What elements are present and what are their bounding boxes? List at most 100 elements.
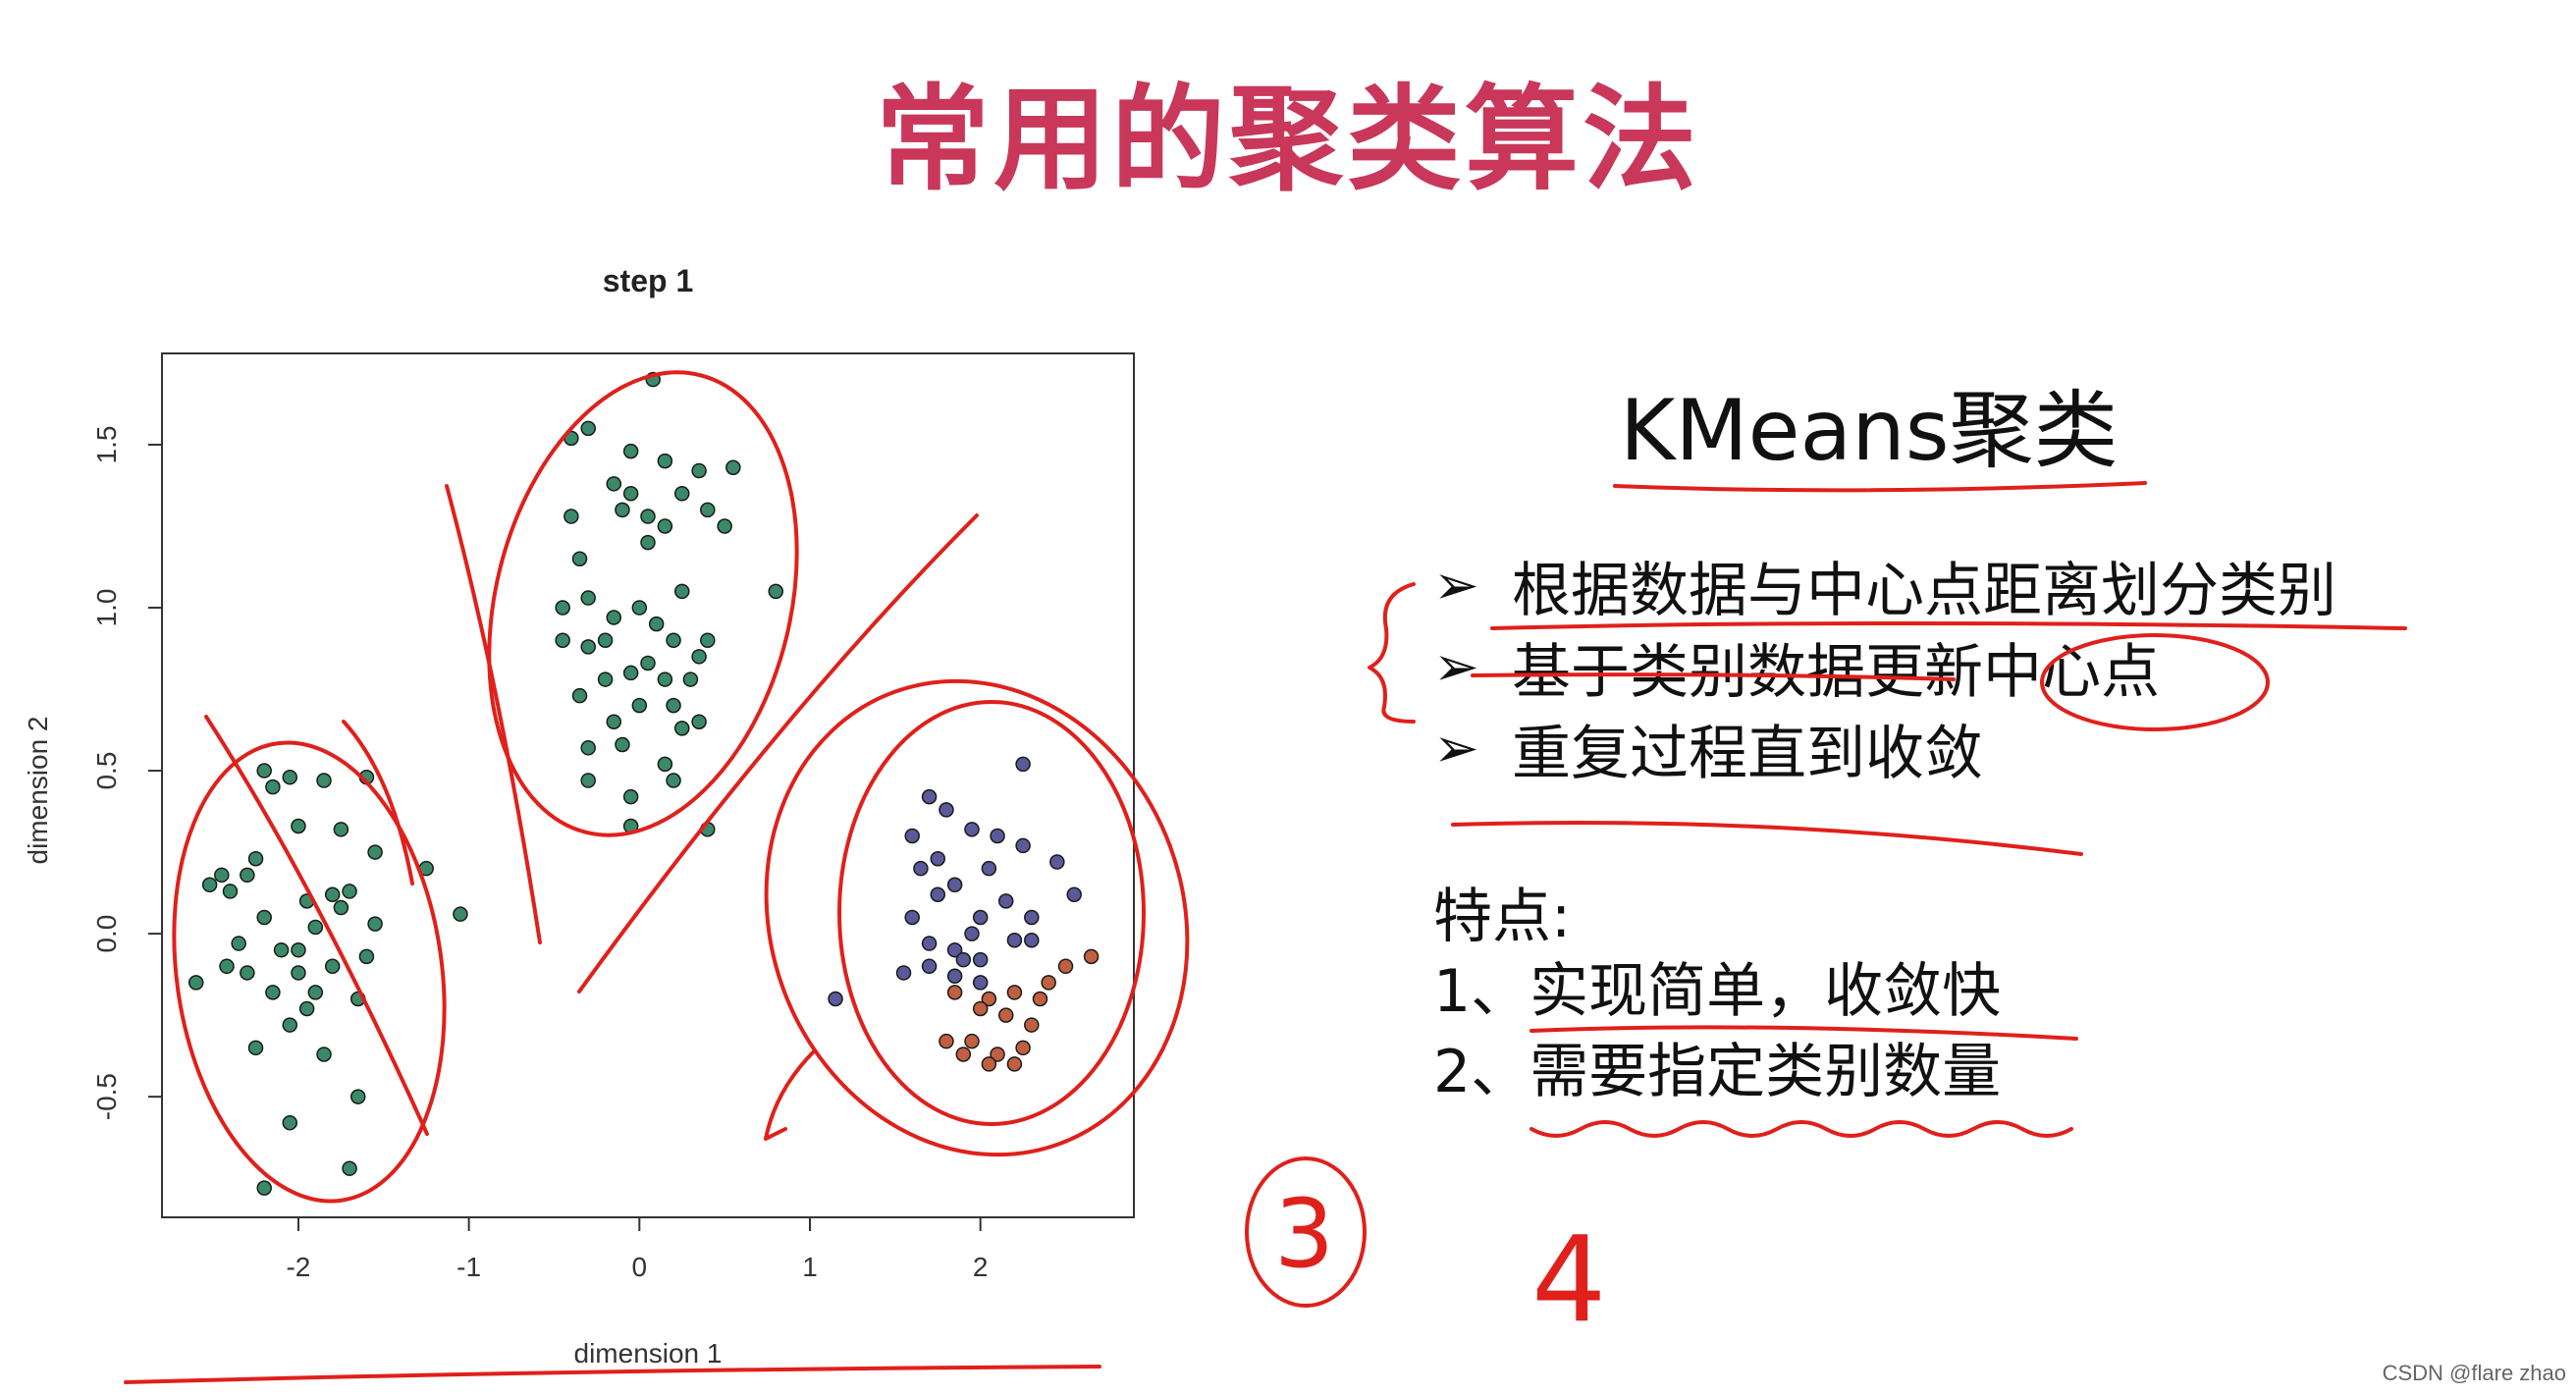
data-point	[904, 828, 920, 844]
bullet-text: 重复过程直到收敛	[1512, 720, 1983, 788]
bullet-text: 基于类别数据更新中心点	[1512, 638, 2160, 707]
x-axis-ticks: -2 -1 0 1 2	[286, 1217, 988, 1282]
data-point	[964, 926, 980, 941]
y-axis-label: dimension 2	[23, 717, 53, 865]
data-point	[333, 899, 349, 916]
data-point	[273, 941, 290, 958]
data-point	[768, 583, 784, 600]
kmeans-bullet-list: ➢ 根据数据与中心点距离划分类别 ➢ 基于类别数据更新中心点 ➢ 重复过程直到收…	[1433, 545, 2336, 789]
data-point	[921, 958, 938, 975]
data-point	[580, 639, 596, 655]
data-point	[240, 867, 255, 884]
kmeans-heading: KMeans聚类	[1620, 382, 2119, 480]
data-point	[1015, 837, 1031, 854]
y-tick-label: 1.0	[91, 589, 122, 627]
data-point	[291, 965, 306, 981]
data-point	[342, 884, 357, 899]
data-point	[282, 1017, 298, 1033]
data-point	[972, 1000, 989, 1017]
data-point	[342, 1160, 357, 1176]
data-point	[298, 1000, 315, 1017]
data-point	[367, 844, 383, 860]
data-point	[282, 769, 298, 785]
bullet-text: 根据数据与中心点距离划分类别	[1512, 557, 2336, 625]
data-point	[981, 860, 997, 877]
x-tick-label: 0	[632, 1252, 648, 1282]
data-point	[349, 991, 366, 1007]
data-point	[691, 462, 707, 479]
data-point	[1024, 1017, 1040, 1033]
data-point	[222, 884, 239, 899]
data-point	[291, 818, 306, 834]
data-point	[657, 671, 673, 687]
data-point	[256, 763, 272, 779]
data-point	[597, 671, 614, 687]
data-point	[622, 665, 639, 681]
data-point	[964, 1033, 980, 1049]
data-point	[316, 773, 332, 788]
data-point	[247, 850, 264, 867]
y-tick-label: 0.0	[91, 915, 122, 953]
data-point	[666, 697, 681, 714]
data-point	[1032, 991, 1048, 1007]
data-point	[358, 948, 375, 965]
data-point	[1083, 948, 1100, 965]
data-point	[606, 476, 622, 492]
data-point	[580, 590, 596, 606]
data-point	[657, 453, 673, 469]
data-point	[316, 1047, 332, 1062]
bullet-item: ➢ 根据数据与中心点距离划分类别	[1433, 545, 2336, 626]
data-point	[990, 828, 1005, 844]
arrow-bullet-icon: ➢	[1433, 554, 1479, 617]
data-point	[1015, 1040, 1031, 1056]
x-tick-label: 1	[802, 1252, 818, 1282]
data-point	[265, 779, 281, 795]
data-point	[725, 459, 741, 475]
data-point	[597, 632, 614, 648]
data-point	[453, 906, 468, 922]
data-point	[1006, 985, 1023, 1000]
x-tick-label: 2	[973, 1252, 989, 1282]
data-point	[972, 909, 989, 926]
y-tick-label: 0.5	[91, 752, 122, 790]
data-points	[188, 371, 1100, 1196]
data-point	[939, 1033, 954, 1049]
y-tick-label: -0.5	[91, 1073, 122, 1120]
data-point	[700, 632, 716, 648]
watermark: CSDN @flare zhao	[2382, 1361, 2566, 1385]
data-point	[1049, 854, 1065, 870]
data-point	[631, 697, 648, 714]
data-point	[631, 600, 648, 616]
data-point	[324, 886, 341, 902]
x-tick-label: -1	[456, 1252, 481, 1282]
data-point	[1057, 958, 1074, 975]
data-point	[1024, 932, 1040, 948]
data-point	[997, 893, 1014, 909]
data-point	[231, 936, 246, 951]
data-point	[580, 740, 596, 756]
data-point	[1006, 932, 1023, 948]
data-point	[307, 985, 324, 1000]
y-tick-label: 1.5	[91, 426, 122, 464]
data-point	[291, 941, 306, 958]
data-point	[324, 958, 341, 975]
data-point	[972, 975, 989, 991]
data-point	[946, 985, 963, 1000]
data-point	[555, 632, 570, 648]
data-point	[691, 714, 707, 729]
data-point	[418, 860, 434, 877]
data-point	[939, 802, 954, 818]
data-point	[673, 583, 690, 600]
data-point	[913, 860, 929, 877]
data-point	[564, 509, 579, 524]
data-point	[349, 1089, 366, 1104]
data-point	[921, 936, 938, 951]
data-point	[606, 610, 622, 625]
data-point	[955, 1047, 972, 1062]
data-point	[955, 951, 972, 968]
data-point	[1006, 1056, 1023, 1072]
data-point	[307, 919, 324, 936]
data-point	[700, 822, 716, 837]
data-point	[622, 788, 639, 805]
data-point	[657, 518, 673, 534]
